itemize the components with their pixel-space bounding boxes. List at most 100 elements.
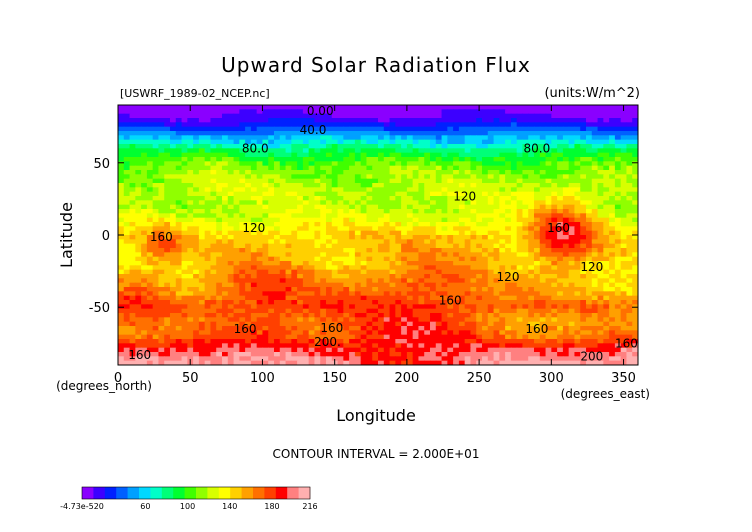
heatmap-cell [233, 269, 240, 275]
heatmap-cell [216, 174, 223, 180]
heatmap-cell [557, 265, 564, 271]
heatmap-cell [453, 113, 460, 119]
heatmap-cell [274, 135, 281, 141]
heatmap-cell [447, 131, 454, 136]
heatmap-cell [534, 187, 541, 193]
heatmap-cell [326, 334, 333, 340]
heatmap-cell [383, 300, 391, 305]
heatmap-cell [493, 135, 500, 141]
heatmap-cell [586, 109, 593, 115]
heatmap-cell [620, 300, 628, 305]
heatmap-cell [476, 187, 483, 193]
heatmap-cell [129, 209, 136, 214]
heatmap-cell [551, 239, 558, 245]
heatmap-cell [597, 122, 604, 128]
heatmap-cell [233, 131, 240, 136]
heatmap-cell [458, 109, 466, 115]
heatmap-cell [389, 109, 396, 115]
heatmap-cell [285, 157, 292, 162]
heatmap-cell [320, 191, 327, 197]
heatmap-cell [279, 196, 287, 201]
heatmap-cell [447, 326, 454, 331]
heatmap-cell [510, 308, 518, 314]
heatmap-cell [198, 209, 206, 214]
heatmap-cell [591, 222, 599, 227]
heatmap-cell [510, 118, 518, 123]
heatmap-cell [586, 308, 593, 314]
heatmap-cell [482, 191, 489, 197]
heatmap-cell [447, 330, 454, 336]
heatmap-cell [141, 118, 148, 123]
heatmap-cell [245, 343, 252, 349]
heatmap-cell [430, 252, 437, 258]
heatmap-cell [175, 191, 183, 197]
heatmap-cell [557, 122, 564, 128]
heatmap-cell [187, 144, 194, 149]
heatmap-cell [129, 278, 136, 284]
heatmap-cell [626, 148, 633, 154]
heatmap-cell [609, 105, 616, 110]
heatmap-cell [129, 187, 136, 193]
heatmap-cell [516, 317, 524, 323]
heatmap-cell [378, 274, 385, 279]
heatmap-cell [447, 170, 454, 175]
heatmap-cell [383, 144, 391, 149]
heatmap-cell [389, 321, 396, 327]
heatmap-cell [562, 287, 570, 292]
heatmap-cell [158, 135, 165, 141]
heatmap-cell [360, 287, 368, 292]
heatmap-cell [372, 196, 379, 201]
heatmap-cell [557, 226, 564, 232]
heatmap-cell [146, 265, 154, 271]
heatmap-cell [539, 239, 547, 245]
heatmap-cell [146, 226, 154, 232]
heatmap-cell [146, 222, 154, 227]
heatmap-cell [146, 144, 154, 149]
heatmap-cell [274, 282, 281, 288]
heatmap-cell [285, 183, 292, 188]
heatmap-cell [406, 291, 414, 297]
heatmap-cell [118, 326, 125, 331]
heatmap-cell [308, 178, 316, 184]
heatmap-cell [586, 170, 593, 175]
heatmap-cell [320, 230, 327, 236]
heatmap-cell [597, 308, 604, 314]
heatmap-cell [430, 317, 437, 323]
heatmap-cell [418, 113, 425, 119]
heatmap-cell [222, 334, 229, 340]
heatmap-cell [447, 183, 454, 188]
heatmap-cell [129, 105, 136, 110]
heatmap-cell [464, 308, 472, 314]
heatmap-cell [146, 178, 154, 184]
heatmap-cell [187, 291, 194, 297]
heatmap-cell [545, 135, 552, 141]
heatmap-cell [135, 339, 142, 344]
heatmap-cell [216, 295, 223, 301]
heatmap-cell [268, 126, 275, 132]
heatmap-cell [418, 235, 425, 240]
heatmap-cell [256, 295, 264, 301]
heatmap-cell [198, 144, 206, 149]
heatmap-cell [470, 213, 477, 219]
heatmap-cell [562, 235, 570, 240]
heatmap-cell [123, 213, 131, 219]
heatmap-cell [464, 148, 472, 154]
heatmap-cell [614, 226, 622, 232]
heatmap-cell [314, 256, 321, 262]
heatmap-cell [158, 113, 165, 119]
heatmap-cell [591, 274, 599, 279]
heatmap-cell [505, 230, 512, 236]
heatmap-cell [626, 126, 633, 132]
heatmap-cell [505, 243, 512, 249]
heatmap-cell [574, 131, 581, 136]
heatmap-cell [447, 157, 454, 162]
heatmap-cell [499, 256, 506, 262]
heatmap-cell [245, 122, 252, 128]
heatmap-cell [118, 144, 125, 149]
heatmap-cell [493, 261, 500, 266]
heatmap-cell [418, 183, 425, 188]
heatmap-cell [632, 300, 638, 305]
heatmap-cell [516, 105, 524, 110]
heatmap-cell [441, 157, 448, 162]
heatmap-cell [233, 300, 240, 305]
